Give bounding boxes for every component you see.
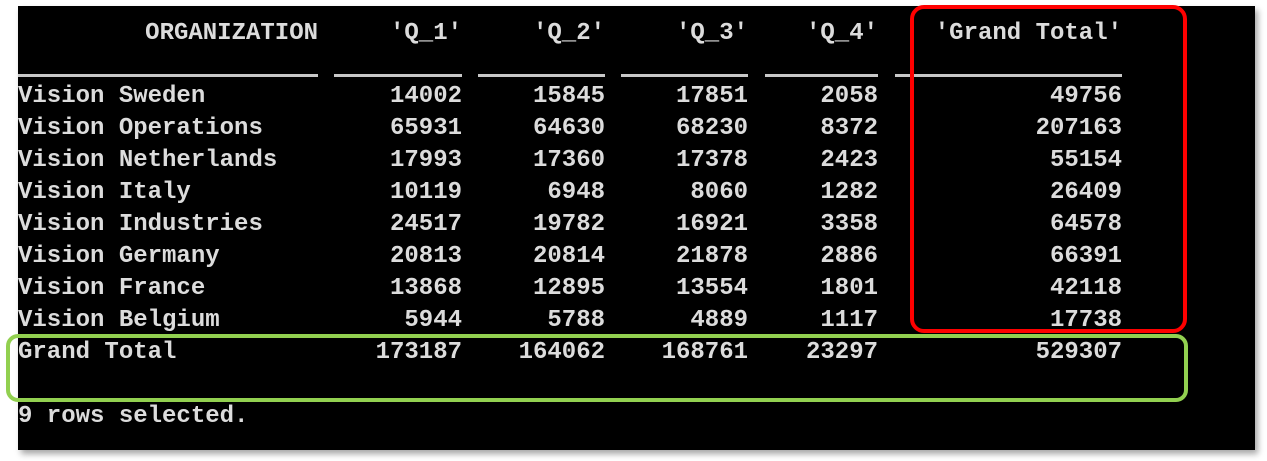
total-row-label: Grand Total: [18, 339, 177, 366]
row-value: 1801: [820, 275, 878, 302]
row-organization: Vision Belgium: [18, 307, 220, 334]
row-value: 21878: [675, 243, 748, 270]
row-value: 42118: [1049, 275, 1122, 302]
row-organization: Vision Operations: [18, 115, 263, 142]
row-value: 2886: [820, 243, 878, 270]
total-row-value: 23297: [805, 339, 878, 366]
row-value: 16921: [675, 211, 748, 238]
row-value: 4889: [690, 307, 748, 334]
row-value: 24517: [389, 211, 462, 238]
row-value: 13554: [675, 275, 748, 302]
row-organization: Vision France: [18, 275, 206, 302]
column-underline: [895, 74, 1122, 77]
row-value: 5788: [547, 307, 605, 334]
row-value: 2423: [820, 147, 878, 174]
row-value: 3358: [820, 211, 878, 238]
total-row-value: 173187: [375, 339, 462, 366]
row-value: 17360: [532, 147, 605, 174]
row-value: 49756: [1049, 83, 1122, 110]
column-underline: [765, 74, 878, 77]
grand-total-column-highlight: [910, 5, 1187, 333]
row-value: 65931: [389, 115, 462, 142]
row-value: 26409: [1049, 179, 1122, 206]
status-message: 9 rows selected.: [18, 403, 249, 430]
row-value: 10119: [389, 179, 462, 206]
terminal-output: ORGANIZATION 'Q_1' 'Q_2' 'Q_3' 'Q_4' 'Grand T…: [18, 6, 1255, 450]
row-value: 17851: [675, 83, 748, 110]
grand-total-row-highlight: [6, 334, 1188, 402]
row-value: 20814: [532, 243, 605, 270]
column-underline: [18, 74, 318, 77]
row-organization: Vision Netherlands: [18, 147, 278, 174]
row-value: 15845: [532, 83, 605, 110]
row-value: 20813: [389, 243, 462, 270]
row-value: 13868: [389, 275, 462, 302]
row-organization: Vision Italy: [18, 179, 191, 206]
row-organization: Vision Germany: [18, 243, 220, 270]
column-header: 'Grand Total': [934, 20, 1122, 47]
column-underline: [478, 74, 605, 77]
row-value: 1117: [820, 307, 878, 334]
row-organization: Vision Industries: [18, 211, 263, 238]
row-value: 19782: [532, 211, 605, 238]
row-value: 1282: [820, 179, 878, 206]
total-row-value: 529307: [1035, 339, 1122, 366]
row-organization: Vision Sweden: [18, 83, 206, 110]
column-header: 'Q_1': [389, 20, 462, 47]
column-header: 'Q_3': [675, 20, 748, 47]
row-value: 8060: [690, 179, 748, 206]
row-value: 66391: [1049, 243, 1122, 270]
row-value: 68230: [675, 115, 748, 142]
row-value: 64630: [532, 115, 605, 142]
row-value: 55154: [1049, 147, 1122, 174]
row-value: 8372: [820, 115, 878, 142]
column-header: 'Q_4': [805, 20, 878, 47]
column-underline: [334, 74, 462, 77]
row-value: 64578: [1049, 211, 1122, 238]
row-value: 14002: [389, 83, 462, 110]
row-value: 2058: [820, 83, 878, 110]
row-value: 17378: [675, 147, 748, 174]
row-value: 6948: [547, 179, 605, 206]
column-header: ORGANIZATION: [145, 20, 318, 47]
column-header: 'Q_2': [532, 20, 605, 47]
row-value: 5944: [404, 307, 462, 334]
row-value: 17993: [389, 147, 462, 174]
row-value: 207163: [1035, 115, 1122, 142]
row-value: 12895: [532, 275, 605, 302]
total-row-value: 164062: [518, 339, 605, 366]
total-row-value: 168761: [661, 339, 748, 366]
column-underline: [621, 74, 748, 77]
